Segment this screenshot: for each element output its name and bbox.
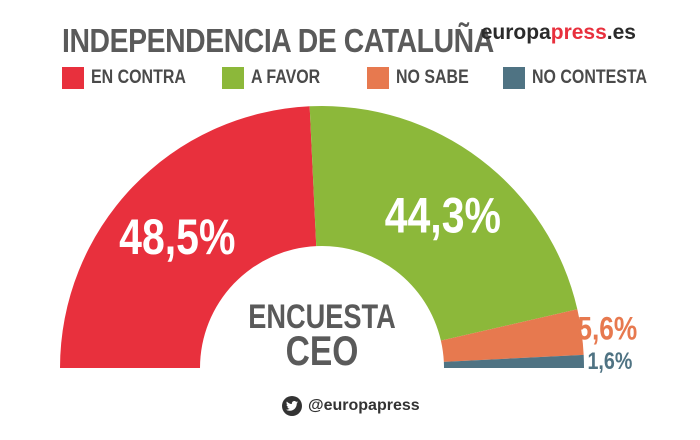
slice-no-contesta — [443, 354, 584, 368]
footer: @europapress — [282, 395, 420, 417]
brand-part-1: europa — [480, 21, 551, 44]
slice-en-contra — [60, 106, 317, 368]
legend-swatch — [503, 67, 525, 89]
legend-swatch — [222, 67, 244, 89]
legend-label: NO SABE — [396, 67, 469, 88]
legend-item-no-sabe: NO SABE — [367, 67, 483, 89]
brand-part-3: .es — [606, 21, 636, 44]
legend-swatch — [367, 67, 389, 89]
center-text-line: CEO — [286, 329, 359, 375]
value-label-no-sabe: 5,6% — [577, 312, 637, 347]
legend-item-en-contra: EN CONTRA — [62, 67, 204, 89]
slice-a-favor — [309, 105, 578, 341]
chart-title: INDEPENDENCIA DE CATALUÑA — [62, 22, 494, 59]
value-label-a-favor: 44,3% — [385, 188, 501, 244]
legend-label: A FAVOR — [251, 67, 321, 88]
legend-label: NO CONTESTA — [532, 67, 647, 88]
brand-part-2: press — [550, 21, 607, 44]
slice-no-sabe — [440, 309, 584, 362]
legend-item-no-contesta: NO CONTESTA — [503, 67, 669, 89]
value-label-no-contesta: 1,6% — [587, 347, 632, 374]
twitter-handle: @europapress — [308, 397, 420, 414]
twitter-icon — [282, 396, 302, 416]
legend-swatch — [62, 67, 84, 89]
legend-item-a-favor: A FAVOR — [222, 67, 333, 89]
brand-logo: europapress.es — [481, 21, 636, 45]
value-label-en-contra: 48,5% — [119, 209, 235, 265]
center-text-line: ENCUESTA — [248, 297, 395, 336]
legend-label: EN CONTRA — [91, 67, 186, 88]
